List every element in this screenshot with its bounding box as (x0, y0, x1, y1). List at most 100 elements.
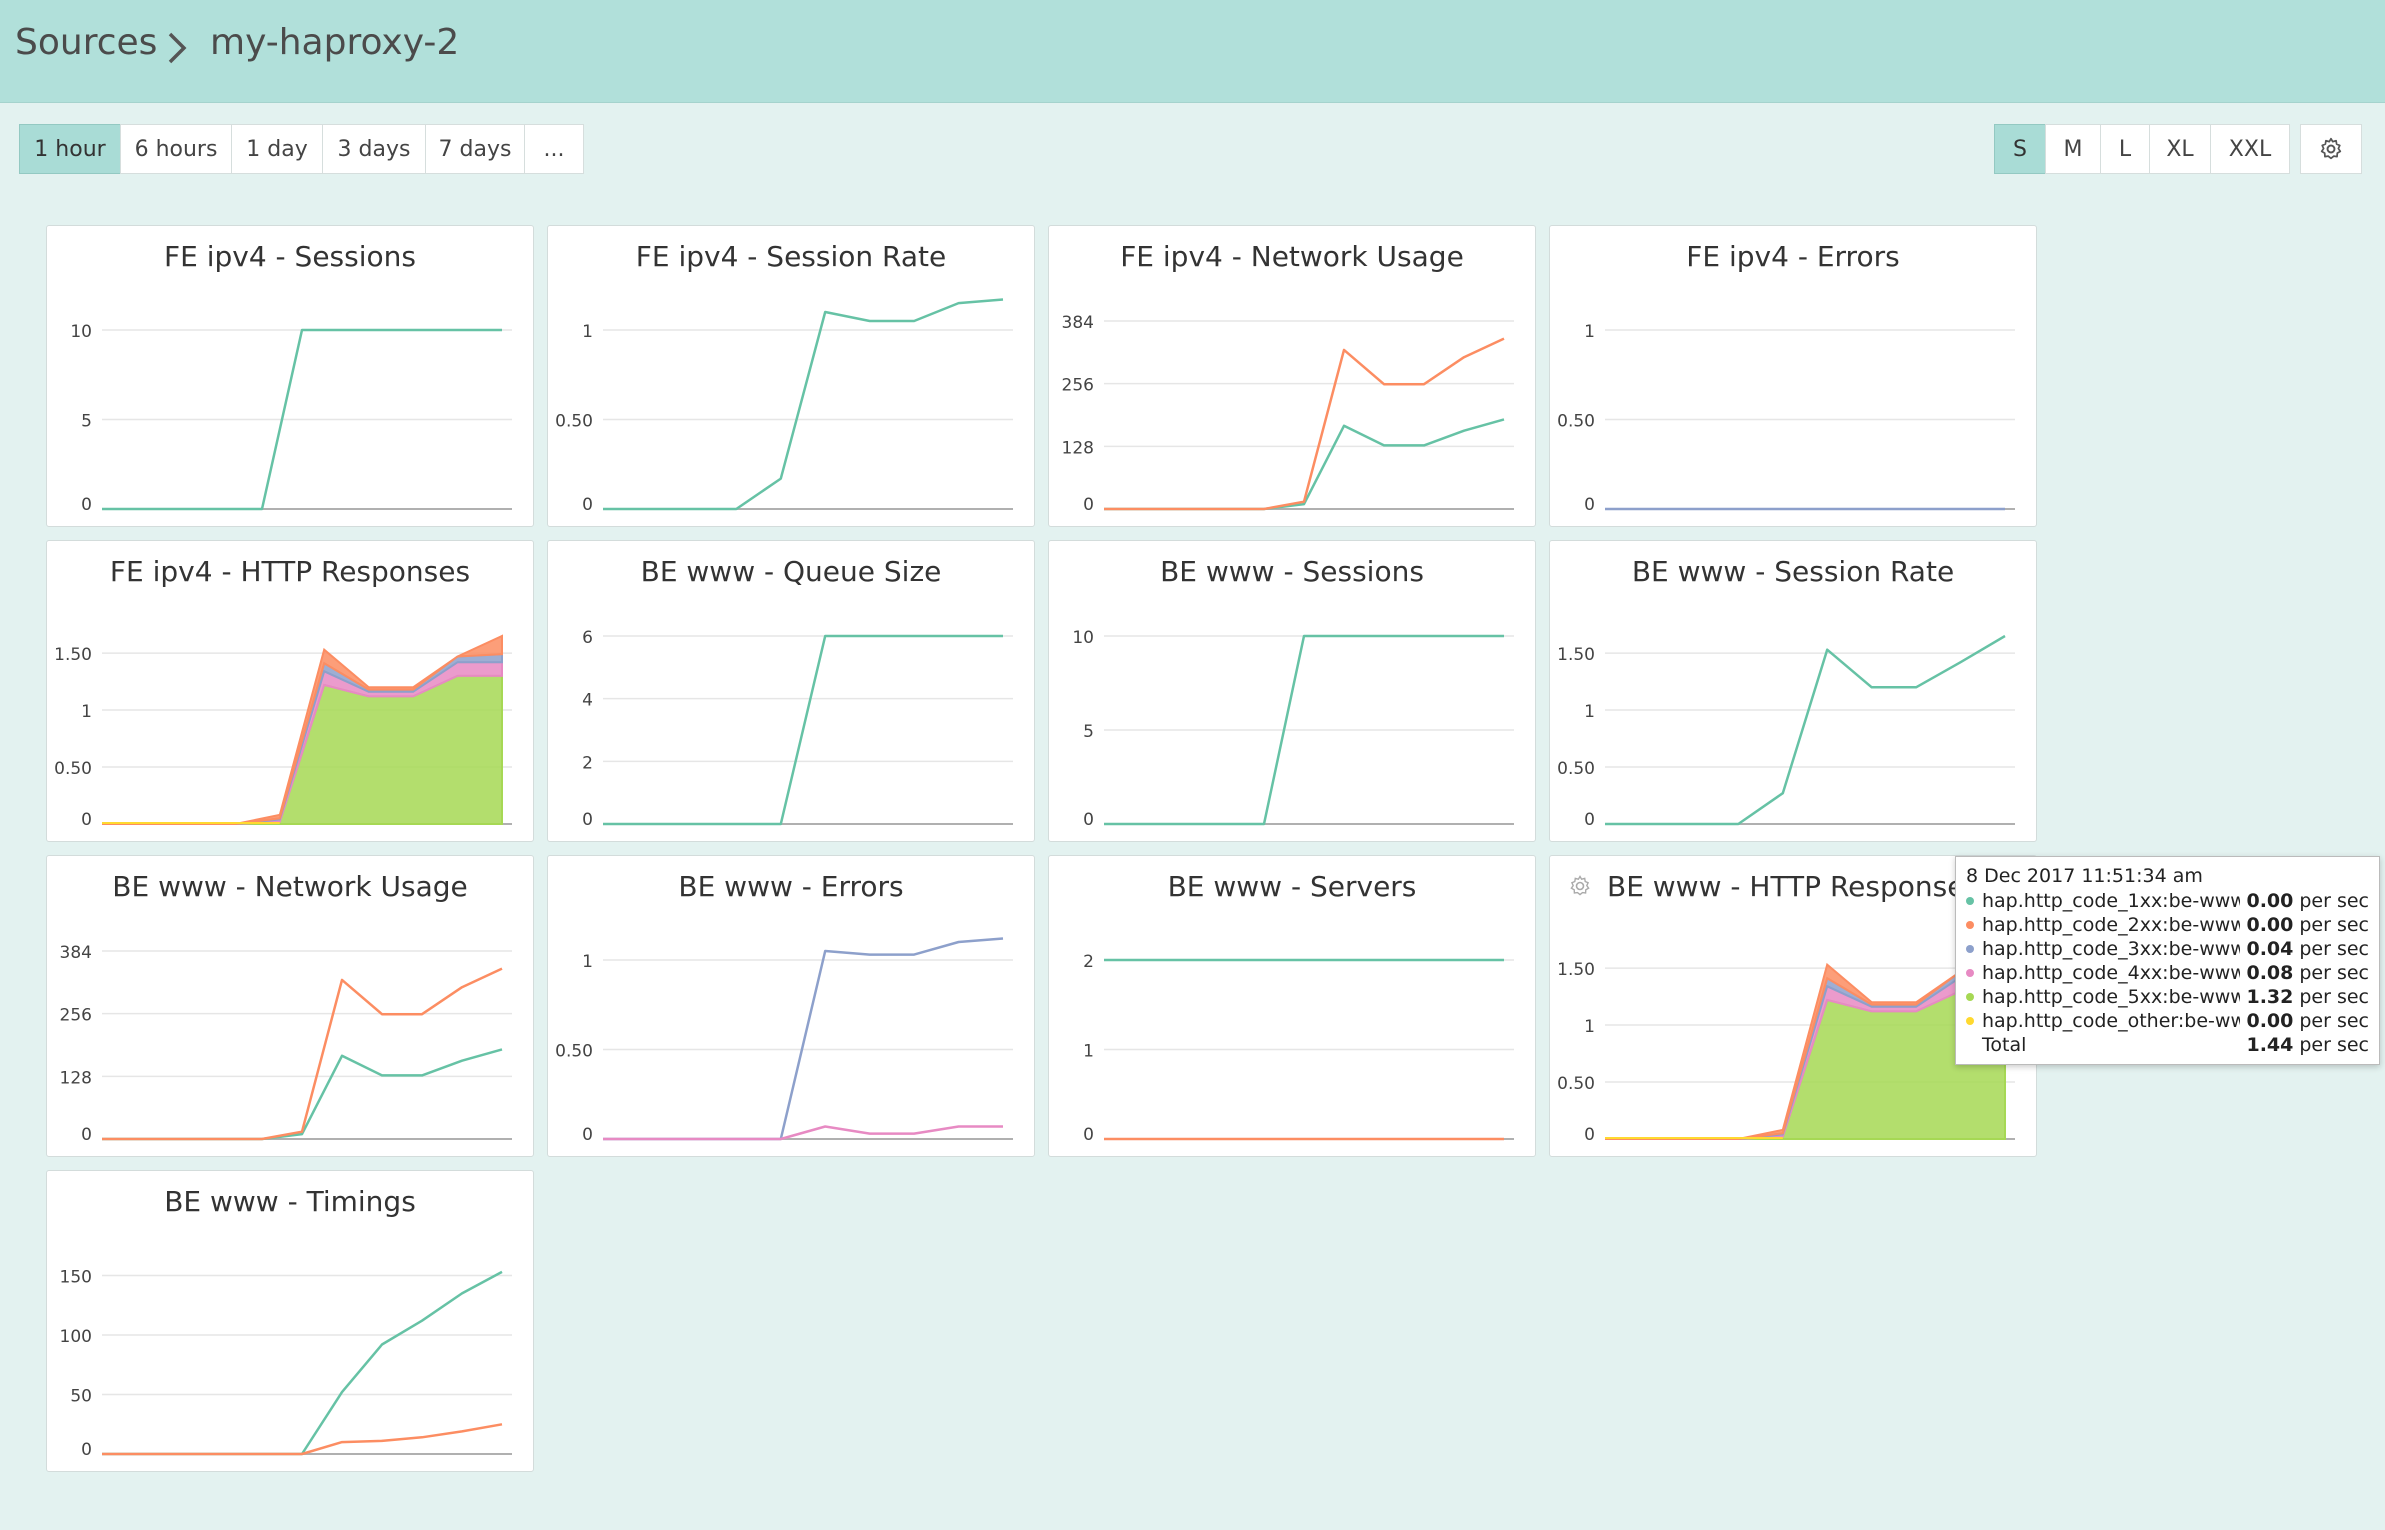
y-tick-label: 1 (1083, 1041, 1094, 1061)
y-tick-label: 2 (582, 753, 593, 773)
tooltip-series-name: hap.http_code_2xx:be-www (1982, 914, 2241, 936)
panel-size-selector: S M L XL XXL (1994, 124, 2290, 174)
y-tick-label: 0 (1083, 810, 1094, 830)
chart-panel[interactable]: 1.50 1 0.50 0 BE www - Session Rate (1549, 540, 2037, 842)
panel-gear-icon[interactable] (1568, 874, 1592, 898)
size-xxl-button[interactable]: XXL (2210, 124, 2290, 174)
y-tick-label: 10 (1072, 628, 1094, 648)
range-6-hours-button[interactable]: 6 hours (120, 124, 232, 174)
panel-title: BE www - Sessions (1160, 555, 1424, 588)
chart-panel[interactable]: 6 4 2 0 BE www - Queue Size (547, 540, 1035, 842)
tooltip-series-unit: per sec (2299, 914, 2369, 936)
y-tick-label: 0 (582, 1125, 593, 1145)
chart-svg: 1 0.50 0 (555, 298, 1013, 515)
tooltip-row: hap.http_code_3xx:be-www 0.04 per sec (1966, 937, 2369, 961)
y-tick-label: 0.50 (1557, 1074, 1595, 1094)
tooltip-row: hap.http_code_1xx:be-www 0.00 per sec (1966, 889, 2369, 913)
panel-title: FE ipv4 - Errors (1686, 240, 1900, 273)
y-tick-label: 0.50 (555, 411, 593, 431)
chart-svg: 1 0.50 0 (1557, 322, 2015, 515)
y-tick-label: 1.50 (1557, 960, 1595, 980)
line-series-orange (102, 1423, 503, 1456)
y-tick-label: 0.50 (555, 1041, 593, 1061)
size-xl-button[interactable]: XL (2149, 124, 2211, 174)
chart-panel[interactable]: 10 5 0 BE www - Sessions (1048, 540, 1536, 842)
chart-svg: 6 4 2 0 (582, 628, 1013, 830)
y-tick-label: 5 (81, 411, 92, 431)
y-tick-label: 50 (70, 1387, 92, 1407)
panel-title: BE www - HTTP Responses (1606, 870, 1980, 903)
y-tick-label: 384 (60, 943, 92, 963)
size-m-button[interactable]: M (2045, 124, 2101, 174)
tooltip-series-unit: per sec (2299, 938, 2369, 960)
y-tick-label: 1 (582, 322, 593, 342)
panel-title: FE ipv4 - Sessions (164, 240, 416, 273)
settings-button[interactable] (2300, 124, 2362, 174)
tooltip-total-unit: per sec (2299, 1034, 2369, 1056)
y-tick-label: 4 (582, 691, 593, 711)
breadcrumb-sources-link[interactable]: Sources (15, 22, 158, 63)
y-tick-label: 0 (81, 1125, 92, 1145)
range-3-days-button[interactable]: 3 days (322, 124, 426, 174)
chart-svg: 1.50 1 0.50 0 (1557, 634, 2015, 830)
y-tick-label: 256 (1062, 376, 1094, 396)
chart-svg: 1 0.50 0 (555, 937, 1013, 1145)
y-tick-label: 0 (582, 810, 593, 830)
size-s-button[interactable]: S (1994, 124, 2046, 174)
chart-panel[interactable]: 1 0.50 0 BE www - Errors (547, 855, 1035, 1157)
tooltip-series-unit: per sec (2299, 1010, 2369, 1032)
tooltip-total-label: Total (1982, 1034, 2027, 1056)
y-tick-label: 0.50 (1557, 411, 1595, 431)
legend-dot-icon (1966, 969, 1974, 977)
panel-title: BE www - Session Rate (1631, 555, 1955, 588)
chart-panel[interactable]: 10 5 0 FE ipv4 - Sessions (46, 225, 534, 527)
y-tick-label: 2 (1083, 952, 1094, 972)
legend-dot-icon (1966, 921, 1974, 929)
tooltip-series-name: hap.http_code_4xx:be-www (1982, 962, 2241, 984)
header-bar: Sources my-haproxy-2 (0, 0, 2385, 103)
chart-tooltip: 8 Dec 2017 11:51:34 am hap.http_code_1xx… (1955, 856, 2380, 1065)
y-tick-label: 150 (60, 1268, 92, 1288)
line-series-green (1605, 634, 2006, 826)
legend-dot-icon (1966, 897, 1974, 905)
range-1-hour-button[interactable]: 1 hour (19, 124, 121, 174)
line-series-blue (603, 937, 1004, 1141)
panel-title: FE ipv4 - Network Usage (1120, 240, 1464, 273)
tooltip-total-value: 1.44 (2246, 1034, 2294, 1056)
panel-title: BE www - Errors (678, 870, 904, 903)
chart-panel[interactable]: 384 256 128 0 BE www - Network Usage (46, 855, 534, 1157)
chart-panel[interactable]: 384 256 128 0 FE ipv4 - Network Usage (1048, 225, 1536, 527)
time-range-selector: 1 hour 6 hours 1 day 3 days 7 days ... (19, 124, 584, 174)
size-l-button[interactable]: L (2100, 124, 2150, 174)
line-series-green (1104, 418, 1505, 511)
panel-title: BE www - Servers (1167, 870, 1417, 903)
tooltip-series-value: 0.04 (2246, 938, 2294, 960)
range-7-days-button[interactable]: 7 days (425, 124, 525, 174)
chart-panel[interactable]: 2 1 0 BE www - Servers (1048, 855, 1536, 1157)
tooltip-row: hap.http_code_2xx:be-www 0.00 per sec (1966, 913, 2369, 937)
range-more-button[interactable]: ... (524, 124, 584, 174)
line-series-green (102, 328, 502, 511)
tooltip-total-row: Total 1.44 per sec (1966, 1033, 2369, 1057)
y-tick-label: 0 (1584, 495, 1595, 515)
y-tick-label: 0 (582, 495, 593, 515)
tooltip-series-value: 0.00 (2246, 914, 2294, 936)
y-tick-label: 10 (70, 322, 92, 342)
tooltip-series-value: 0.00 (2246, 1010, 2294, 1032)
chart-svg: 384 256 128 0 (60, 943, 512, 1145)
line-series-green (102, 1048, 503, 1141)
y-tick-label: 0 (81, 1440, 92, 1460)
chart-panel[interactable]: 150 100 50 0 BE www - Timings (46, 1170, 534, 1472)
y-tick-label: 128 (60, 1068, 92, 1088)
chart-panel[interactable]: 1 0.50 0 FE ipv4 - Session Rate (547, 225, 1035, 527)
y-tick-label: 6 (582, 628, 593, 648)
line-series-green (102, 1270, 503, 1456)
tooltip-series-name: hap.http_code_3xx:be-www (1982, 938, 2241, 960)
tooltip-series-unit: per sec (2299, 890, 2369, 912)
panel-title: BE www - Network Usage (112, 870, 468, 903)
chart-panel[interactable]: 1.50 1 0.50 0 FE ipv4 - HTTP Responses (46, 540, 534, 842)
range-1-day-button[interactable]: 1 day (231, 124, 323, 174)
tooltip-series-unit: per sec (2299, 962, 2369, 984)
chart-panel[interactable]: 1 0.50 0 FE ipv4 - Errors (1549, 225, 2037, 527)
y-tick-label: 1 (81, 702, 92, 722)
